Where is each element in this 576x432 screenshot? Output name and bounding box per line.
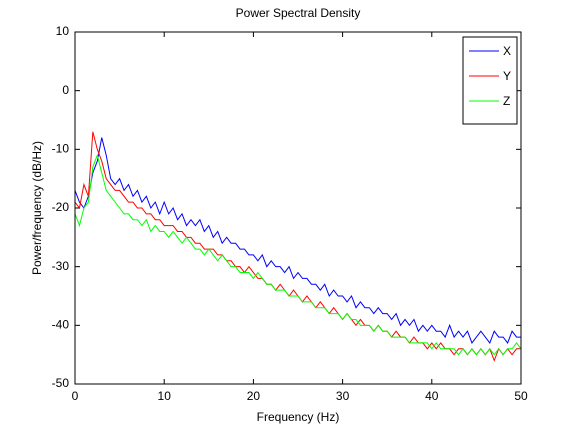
series-line (74, 137, 521, 344)
y-tick-label: 10 (56, 24, 70, 38)
y-tick-label: -50 (52, 376, 70, 390)
chart-title: Power Spectral Density (236, 6, 361, 20)
axes-box (74, 31, 522, 385)
series-line (74, 153, 522, 356)
y-tick-label: -40 (52, 318, 70, 332)
y-tick-label: 0 (62, 83, 69, 97)
x-tick-label: 20 (247, 389, 261, 403)
legend-label: X (503, 44, 511, 58)
x-tick-label: 40 (425, 389, 439, 403)
x-tick-label: 30 (336, 389, 350, 403)
x-tick-label: 0 (72, 389, 79, 403)
x-tick-label: 10 (158, 389, 172, 403)
y-tick-label: -10 (52, 142, 70, 156)
legend-label: Y (503, 69, 511, 83)
y-tick-label: -20 (52, 200, 70, 214)
y-axis-label: Power/frequency (dB/Hz) (30, 141, 44, 275)
y-tick-label: -30 (52, 259, 70, 273)
legend-label: Z (503, 94, 510, 108)
x-axis-label: Frequency (Hz) (257, 410, 340, 424)
x-tick-label: 50 (514, 389, 528, 403)
